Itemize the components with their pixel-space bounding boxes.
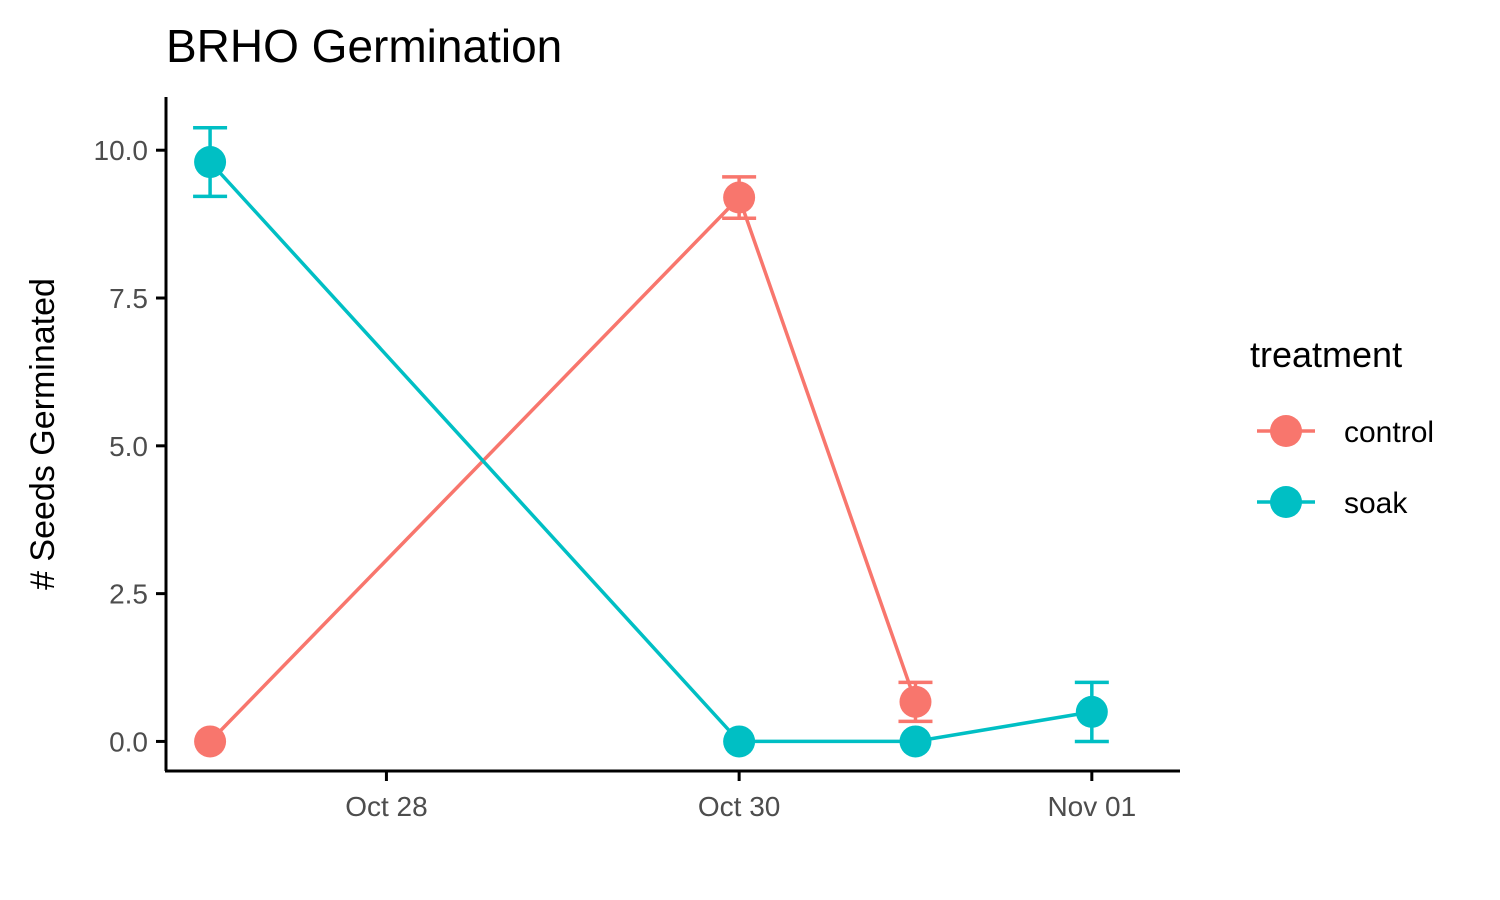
legend-swatch-point <box>1270 415 1302 447</box>
legend-label: soak <box>1344 487 1408 520</box>
series-control <box>194 175 933 758</box>
data-point <box>1075 695 1108 728</box>
legend-item-soak: soak <box>1257 486 1408 520</box>
y-tick-label: 5.0 <box>109 431 148 462</box>
legend-label: control <box>1344 416 1434 449</box>
data-point <box>723 725 756 758</box>
y-tick-label: 0.0 <box>109 726 148 757</box>
x-tick-label: Nov 01 <box>1047 791 1136 822</box>
y-axis-label: # Seeds Germinated <box>24 278 62 590</box>
data-point <box>899 685 932 718</box>
x-tick-label: Oct 30 <box>698 791 780 822</box>
y-tick-label: 10.0 <box>94 135 149 166</box>
legend-item-control: control <box>1257 415 1434 449</box>
y-tick-label: 7.5 <box>109 283 148 314</box>
data-point <box>194 725 227 758</box>
y-axis-ticks: 0.0 2.5 5.0 7.5 10.0 <box>94 135 166 757</box>
data-point <box>723 181 756 214</box>
data-point <box>899 725 932 758</box>
y-tick-label: 2.5 <box>109 579 148 610</box>
series-line-soak <box>208 160 1093 744</box>
x-tick-label: Oct 28 <box>345 791 427 822</box>
series-soak <box>193 125 1109 758</box>
data-point <box>194 146 227 179</box>
legend-title: treatment <box>1250 334 1402 375</box>
chart-title: BRHO Germination <box>166 20 562 72</box>
legend-swatch-point <box>1270 486 1302 518</box>
legend: treatment control soak <box>1250 334 1434 520</box>
series-layer <box>193 125 1109 758</box>
x-axis-ticks: Oct 28 Oct 30 Nov 01 <box>345 771 1136 822</box>
legend-items: control soak <box>1257 415 1434 520</box>
